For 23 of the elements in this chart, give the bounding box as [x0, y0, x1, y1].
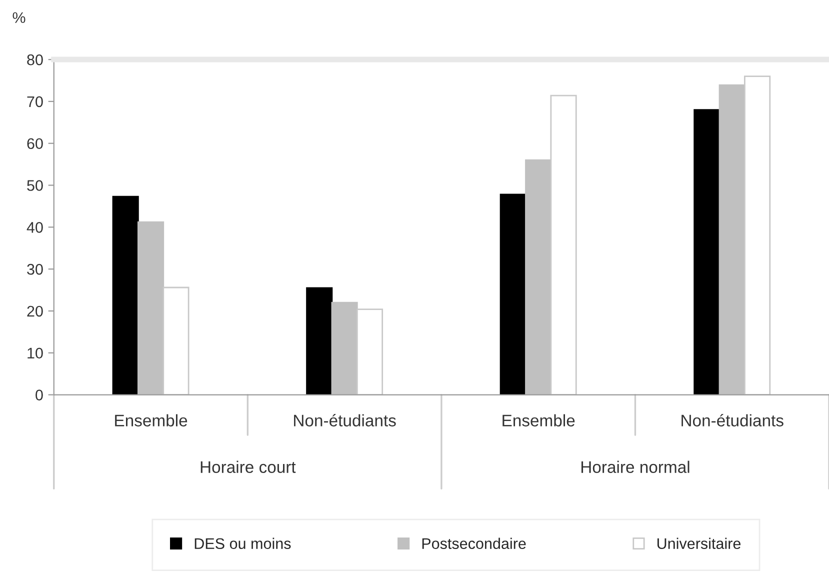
- y-tick-label: 30: [27, 264, 43, 275]
- y-tick-label: 40: [26, 222, 43, 233]
- x-tick-label: Non-étudiants: [294, 414, 396, 426]
- bar: [694, 109, 720, 395]
- y-tick-label: 70: [27, 96, 43, 108]
- y-tick-label: 20: [27, 306, 43, 317]
- x-tick-label: Non-étudiants: [682, 414, 784, 426]
- legend-label: Postsecondaire: [422, 538, 526, 550]
- y-tick-label: 50: [27, 180, 43, 191]
- bar: [306, 287, 333, 395]
- y-axis-title: %: [12, 12, 26, 23]
- y-tick-label: 0: [36, 390, 43, 400]
- x-tick-label: Ensemble: [502, 414, 575, 426]
- text: Horaire normal: [581, 460, 690, 473]
- x-tick-label: Ensemble: [115, 414, 188, 426]
- y-tick-label: 10: [28, 348, 43, 359]
- legend-label: DES ou moins: [194, 538, 291, 550]
- text: Horaire court: [200, 460, 296, 473]
- legend-label: Universitaire: [657, 538, 741, 550]
- y-tick-label: 80: [27, 54, 43, 66]
- bar: [112, 196, 139, 395]
- y-tick-label: 60: [27, 138, 43, 150]
- bar: [500, 194, 526, 395]
